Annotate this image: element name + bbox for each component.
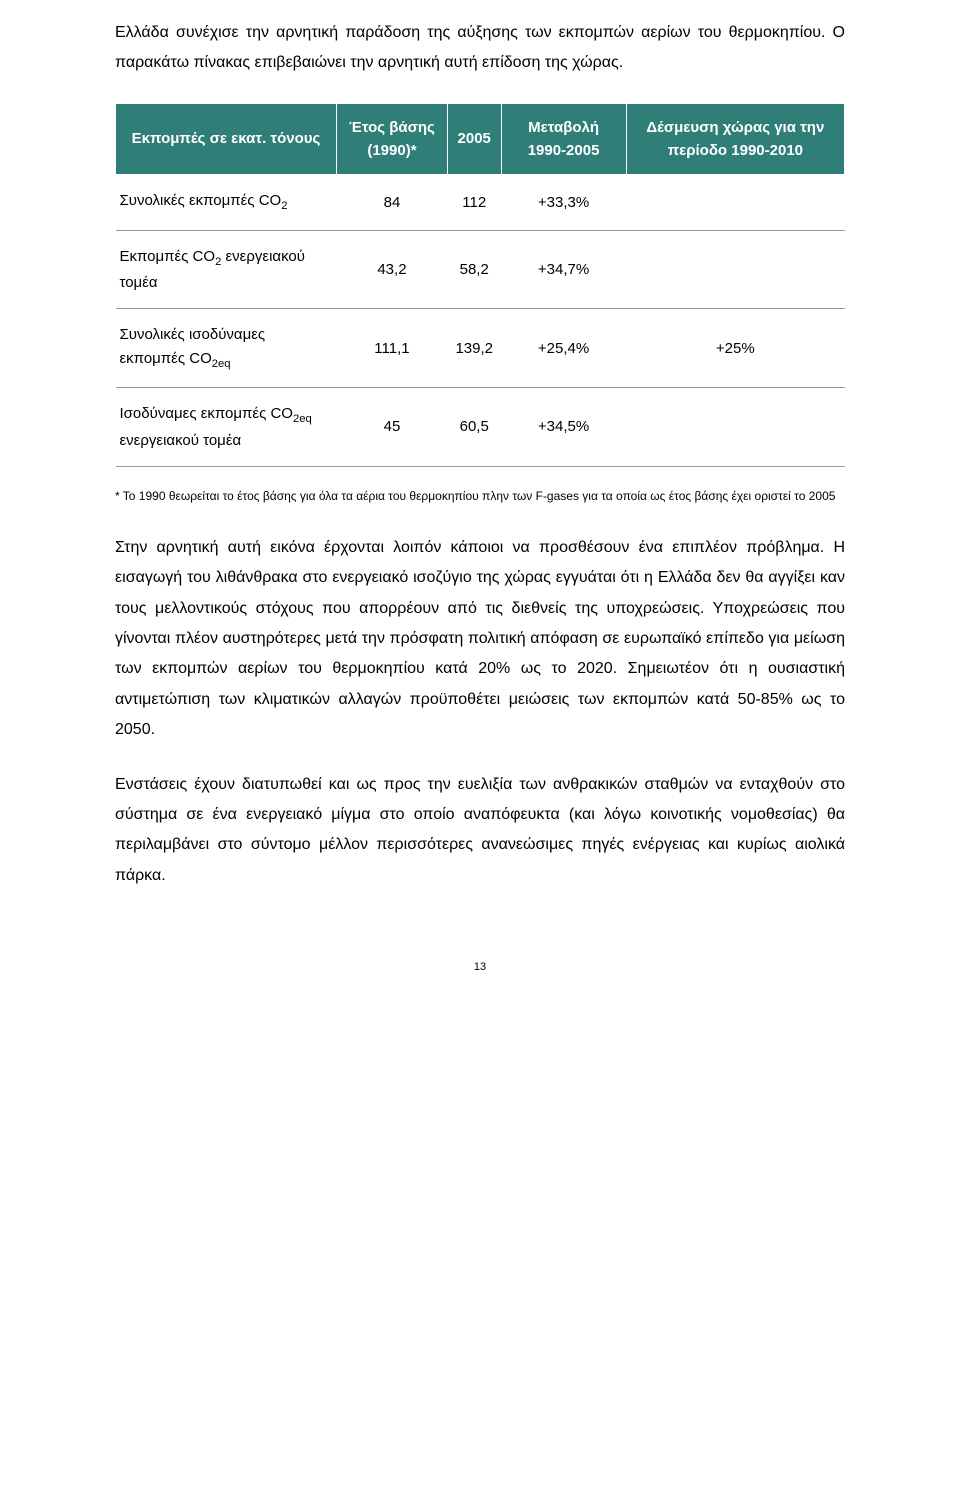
cell-change: +25,4% bbox=[501, 309, 626, 388]
cell-base: 45 bbox=[336, 388, 447, 467]
row-label: Εκπομπές CO2 ενεργειακού τομέα bbox=[116, 230, 337, 309]
cell-change: +33,3% bbox=[501, 175, 626, 230]
row-label: Συνολικές ισοδύναμες εκπομπές CO2eq bbox=[116, 309, 337, 388]
intro-paragraph: Ελλάδα συνέχισε την αρνητική παράδοση τη… bbox=[115, 18, 845, 79]
table-body: Συνολικές εκπομπές CO2 84 112 +33,3% Εκπ… bbox=[116, 175, 845, 467]
body-paragraph-2: Στην αρνητική αυτή εικόνα έρχονται λοιπό… bbox=[115, 533, 845, 746]
cell-commit bbox=[626, 388, 844, 467]
row-label: Συνολικές εκπομπές CO2 bbox=[116, 175, 337, 230]
cell-base: 111,1 bbox=[336, 309, 447, 388]
cell-2005: 112 bbox=[447, 175, 501, 230]
cell-base: 84 bbox=[336, 175, 447, 230]
page-number: 13 bbox=[115, 961, 845, 973]
table-header-row: Εκπομπές σε εκατ. τόνους Έτος βάσης (199… bbox=[116, 103, 845, 175]
table-footnote: * Το 1990 θεωρείται το έτος βάσης για όλ… bbox=[115, 487, 845, 505]
col-header-commitment: Δέσμευση χώρας για την περίοδο 1990-2010 bbox=[626, 103, 844, 175]
cell-commit bbox=[626, 230, 844, 309]
col-header-category: Εκπομπές σε εκατ. τόνους bbox=[116, 103, 337, 175]
col-header-base-year: Έτος βάσης (1990)* bbox=[336, 103, 447, 175]
cell-change: +34,5% bbox=[501, 388, 626, 467]
cell-base: 43,2 bbox=[336, 230, 447, 309]
col-header-change: Μεταβολή 1990-2005 bbox=[501, 103, 626, 175]
cell-2005: 60,5 bbox=[447, 388, 501, 467]
table-row: Ισοδύναμες εκπομπές CO2eq ενεργειακού το… bbox=[116, 388, 845, 467]
cell-commit: +25% bbox=[626, 309, 844, 388]
cell-2005: 58,2 bbox=[447, 230, 501, 309]
table-row: Εκπομπές CO2 ενεργειακού τομέα 43,2 58,2… bbox=[116, 230, 845, 309]
body-paragraph-3: Ενστάσεις έχουν διατυπωθεί και ως προς τ… bbox=[115, 770, 845, 892]
row-label: Ισοδύναμες εκπομπές CO2eq ενεργειακού το… bbox=[116, 388, 337, 467]
cell-commit bbox=[626, 175, 844, 230]
cell-change: +34,7% bbox=[501, 230, 626, 309]
table-row: Συνολικές ισοδύναμες εκπομπές CO2eq 111,… bbox=[116, 309, 845, 388]
emissions-table: Εκπομπές σε εκατ. τόνους Έτος βάσης (199… bbox=[115, 103, 845, 467]
cell-2005: 139,2 bbox=[447, 309, 501, 388]
table-row: Συνολικές εκπομπές CO2 84 112 +33,3% bbox=[116, 175, 845, 230]
document-page: Ελλάδα συνέχισε την αρνητική παράδοση τη… bbox=[0, 0, 960, 1504]
col-header-2005: 2005 bbox=[447, 103, 501, 175]
